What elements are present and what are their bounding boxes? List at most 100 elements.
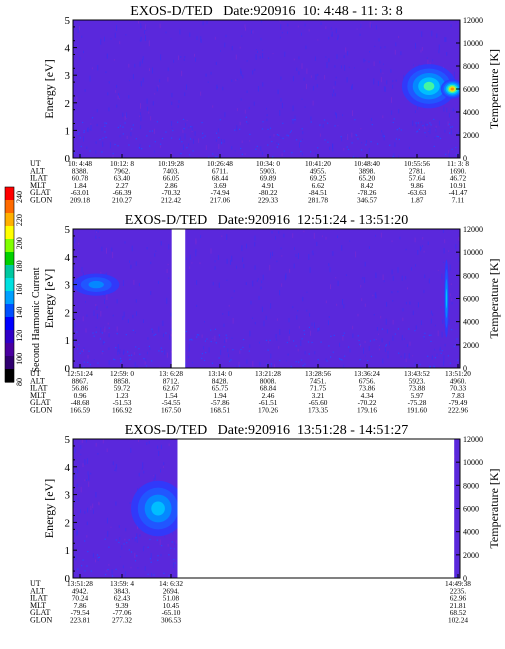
noise-mark <box>327 122 329 124</box>
noise-mark <box>125 528 127 532</box>
noise-mark <box>152 67 153 74</box>
noise-mark <box>306 83 307 90</box>
table-cell: -63.63 <box>408 188 427 197</box>
noise-mark <box>248 107 250 110</box>
noise-mark <box>129 502 131 504</box>
noise-mark <box>384 347 386 352</box>
noise-mark <box>393 153 395 158</box>
noise-mark <box>116 299 118 304</box>
noise-mark <box>262 49 263 51</box>
noise-mark <box>300 150 302 153</box>
noise-mark <box>328 58 330 63</box>
noise-mark <box>301 98 303 100</box>
noise-mark <box>397 328 399 330</box>
noise-mark <box>84 511 86 514</box>
noise-mark <box>352 325 354 330</box>
noise-mark <box>73 85 75 87</box>
noise-mark <box>266 114 268 117</box>
noise-mark <box>95 150 97 154</box>
noise-mark <box>343 148 345 151</box>
noise-mark <box>104 36 105 42</box>
noise-mark <box>236 365 238 368</box>
table-cell: 9.86 <box>411 181 424 190</box>
noise-mark <box>269 264 271 271</box>
noise-mark <box>317 328 319 330</box>
noise-mark <box>416 131 418 133</box>
noise-mark <box>304 23 306 27</box>
noise-mark <box>102 137 104 139</box>
noise-mark <box>158 450 160 456</box>
noise-mark <box>104 131 106 133</box>
noise-mark <box>226 234 228 240</box>
table-cell: 5903. <box>260 166 277 175</box>
noise-mark <box>87 355 89 359</box>
noise-mark <box>434 324 436 327</box>
noise-mark <box>75 499 76 502</box>
noise-mark <box>361 142 363 144</box>
noise-mark <box>328 345 330 347</box>
noise-mark <box>90 505 92 510</box>
noise-mark <box>419 245 421 252</box>
noise-mark <box>208 156 210 158</box>
table-cell: 2.46 <box>262 391 275 400</box>
noise-mark <box>252 280 254 287</box>
table-cell: -66.39 <box>113 188 132 197</box>
noise-mark <box>89 75 91 82</box>
noise-mark <box>333 86 335 90</box>
noise-mark <box>245 27 246 31</box>
noise-mark <box>108 546 110 548</box>
noise-mark <box>134 537 136 542</box>
noise-mark <box>458 257 460 262</box>
noise-mark <box>279 290 281 296</box>
noise-mark <box>317 73 319 76</box>
noise-mark <box>79 137 81 139</box>
noise-mark <box>390 69 392 73</box>
noise-mark <box>110 38 112 40</box>
table-cell: 222.96 <box>448 406 468 415</box>
noise-mark <box>86 479 87 481</box>
noise-mark <box>383 63 384 65</box>
noise-mark <box>106 448 108 452</box>
noise-mark <box>75 289 77 291</box>
table-cell: 13:14: 0 <box>208 369 232 378</box>
noise-mark <box>447 121 449 127</box>
noise-mark <box>214 328 217 330</box>
panels: EXOS-D/TED Date:920916 10: 4:48 - 11: 3:… <box>30 4 501 625</box>
noise-mark <box>111 569 113 575</box>
noise-mark <box>310 151 312 153</box>
noise-mark <box>344 355 346 357</box>
noise-mark <box>181 70 183 77</box>
noise-mark <box>83 50 84 54</box>
noise-mark <box>139 143 141 150</box>
noise-mark <box>359 359 361 361</box>
noise-mark <box>287 353 289 356</box>
noise-mark <box>434 357 436 359</box>
table-cell: 12:51:24 <box>67 369 93 378</box>
noise-mark <box>87 551 89 553</box>
noise-mark <box>241 153 243 155</box>
noise-mark <box>382 132 384 138</box>
noise-mark <box>254 235 256 241</box>
noise-mark <box>391 97 392 103</box>
noise-mark <box>394 49 396 55</box>
noise-mark <box>134 552 136 559</box>
noise-mark <box>392 319 394 325</box>
noise-mark <box>225 334 227 336</box>
noise-mark <box>118 541 120 544</box>
noise-mark <box>87 128 88 132</box>
noise-mark <box>119 357 122 360</box>
noise-mark <box>457 359 459 361</box>
noise-mark <box>343 332 345 334</box>
noise-mark <box>326 360 328 362</box>
noise-mark <box>108 81 110 84</box>
noise-mark <box>428 334 430 336</box>
noise-mark <box>126 112 127 118</box>
noise-mark <box>429 122 431 124</box>
noise-mark <box>431 310 432 315</box>
noise-mark <box>104 125 106 127</box>
table-cell: 71.75 <box>310 384 327 393</box>
noise-mark <box>144 566 146 571</box>
colorbar-swatch <box>5 291 14 305</box>
noise-mark <box>329 146 331 150</box>
noise-mark <box>117 145 119 147</box>
